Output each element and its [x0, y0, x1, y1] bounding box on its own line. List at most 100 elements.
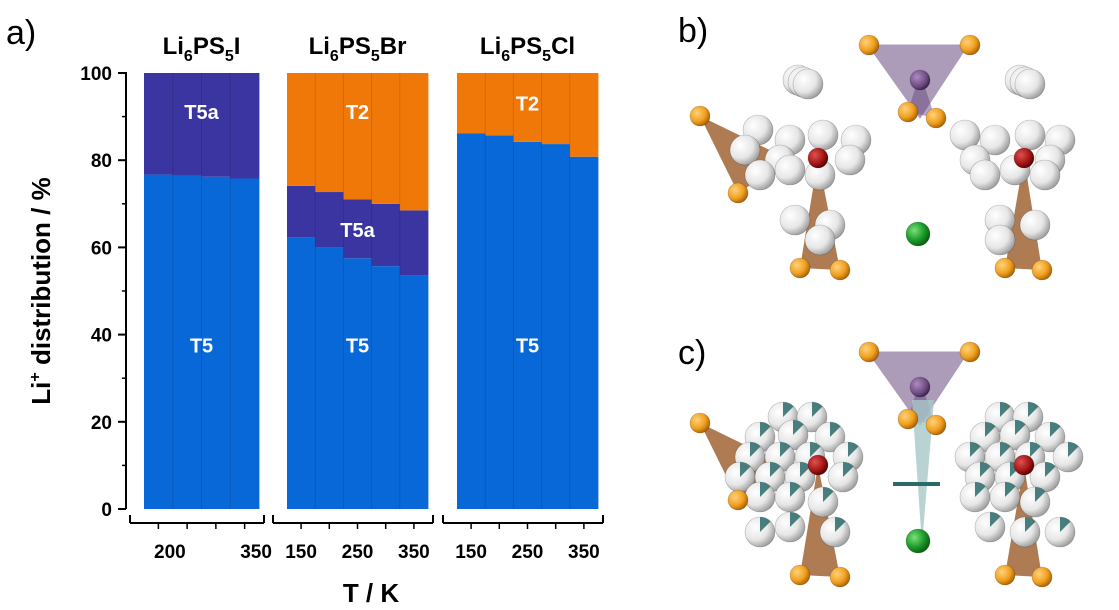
bar-segment-t2 — [541, 73, 571, 145]
sulfur-atom — [897, 101, 919, 123]
sulfur-atom — [1031, 566, 1053, 588]
site-marker — [790, 512, 801, 527]
bar-segment-t5 — [513, 141, 542, 509]
region-label-t5: T5 — [190, 336, 213, 358]
y-tick-label: 80 — [91, 151, 112, 172]
sulfur-atom — [994, 564, 1016, 586]
sulfur-atom — [829, 259, 851, 281]
bar-segment-t5a — [201, 73, 231, 177]
bottom-left-tetrahedron — [800, 465, 840, 577]
bar-segment-t2 — [315, 73, 344, 193]
x-axis-title: T / K — [343, 578, 400, 608]
lithium-atom — [969, 159, 1001, 191]
site-marker — [1060, 517, 1071, 532]
region-label-t5a: T5a — [340, 220, 375, 242]
sulfur-atom — [727, 182, 749, 204]
lithium-atom — [1014, 119, 1046, 151]
phosphorus-atom — [909, 376, 931, 398]
bar-segment-t5a — [343, 199, 372, 259]
lithium-atom — [804, 224, 836, 256]
center-atom — [1013, 454, 1035, 476]
bar-segment-t5 — [569, 156, 599, 509]
bar-segment-t2 — [371, 73, 401, 204]
site-marker — [1030, 442, 1041, 457]
lithium-atom — [744, 159, 776, 191]
lithium-atom — [1029, 159, 1061, 191]
y-tick-label: 60 — [91, 238, 112, 259]
site-marker — [823, 487, 834, 502]
lithium-atom — [729, 134, 761, 166]
site-marker — [1000, 402, 1011, 417]
sulfur-atom — [789, 564, 811, 586]
region-label-t2: T2 — [516, 94, 539, 116]
lithium-atom — [979, 124, 1011, 156]
y-tick-label: 100 — [80, 64, 112, 85]
group-title: Li6PS5Br — [309, 33, 407, 65]
site-marker — [1045, 462, 1056, 477]
panel-b-label: b) — [678, 12, 708, 50]
lithium-atom — [1019, 209, 1051, 241]
bar-segment-t5 — [315, 247, 344, 509]
bar-segment-t5a — [371, 203, 401, 267]
stacked-bar-chart: Li6PS5I Li6PS5Br Li6PS5Cl T5 T5a T5 T5a T2 T5 T2… — [26, 33, 604, 608]
region-label-t2: T2 — [346, 102, 369, 124]
group-title: Li6PS5Cl — [480, 33, 575, 65]
center-atom — [1013, 147, 1035, 169]
lithium-atom — [774, 154, 806, 186]
site-marker — [780, 442, 791, 457]
center-atom — [807, 147, 829, 169]
sulfur-atom — [829, 566, 851, 588]
bar-segment-t5 — [343, 258, 372, 509]
lithium-atom — [984, 224, 1016, 256]
site-marker — [760, 517, 771, 532]
bar-segment-t5 — [485, 135, 514, 509]
structure-panel-b — [689, 34, 1076, 281]
bar-segment-t5 — [144, 174, 174, 509]
site-marker — [1005, 482, 1016, 497]
phosphorus-atom — [909, 69, 931, 91]
bar-segment-t5a — [315, 192, 344, 248]
site-marker — [1050, 422, 1061, 437]
y-axis-title: Li+ distribution / % — [26, 177, 56, 404]
bar-segment-t5 — [230, 178, 260, 509]
bar-segment-t2 — [287, 73, 316, 186]
bar-segment-t5a — [287, 185, 316, 238]
x-tick-label: 250 — [512, 542, 544, 563]
y-tick-label: 20 — [91, 413, 112, 434]
site-marker — [793, 420, 804, 435]
site-marker — [1000, 442, 1011, 457]
site-marker — [1028, 402, 1039, 417]
site-marker — [985, 422, 996, 437]
bar-segment-t2 — [457, 73, 486, 134]
bar-segment-t5 — [201, 176, 231, 509]
site-marker — [848, 442, 859, 457]
center-atom — [807, 454, 829, 476]
sulfur-atom — [858, 34, 880, 56]
site-marker — [750, 442, 761, 457]
x-tick-label: 200 — [154, 542, 186, 563]
lithium-atom — [779, 204, 811, 236]
site-marker — [760, 422, 771, 437]
site-marker — [1015, 420, 1026, 435]
site-marker — [810, 442, 821, 457]
site-marker — [980, 462, 991, 477]
site-marker — [760, 482, 771, 497]
lithium-atom — [1014, 68, 1046, 100]
bar-segment-t2 — [513, 73, 542, 142]
bar-segment-t5a — [172, 73, 202, 176]
group-title: Li6PS5I — [163, 33, 241, 65]
y-tick-label: 0 — [101, 500, 112, 521]
sulfur-atom — [689, 105, 711, 127]
sulfur-atom — [925, 414, 947, 436]
bar-segment-t2 — [485, 73, 514, 136]
region-label-t5a: T5a — [184, 102, 219, 124]
sulfur-atom — [789, 257, 811, 279]
x-axis: 200 350 150 250 350 150 250 350 — [129, 515, 604, 563]
y-axis: 0 20 40 60 80 100 — [80, 64, 127, 521]
bar-segment-t5 — [172, 175, 202, 509]
bar-segment-t2 — [569, 73, 599, 157]
sulfur-atom — [959, 34, 981, 56]
halide-atom — [905, 528, 931, 554]
structure-panel-c — [689, 341, 1084, 588]
